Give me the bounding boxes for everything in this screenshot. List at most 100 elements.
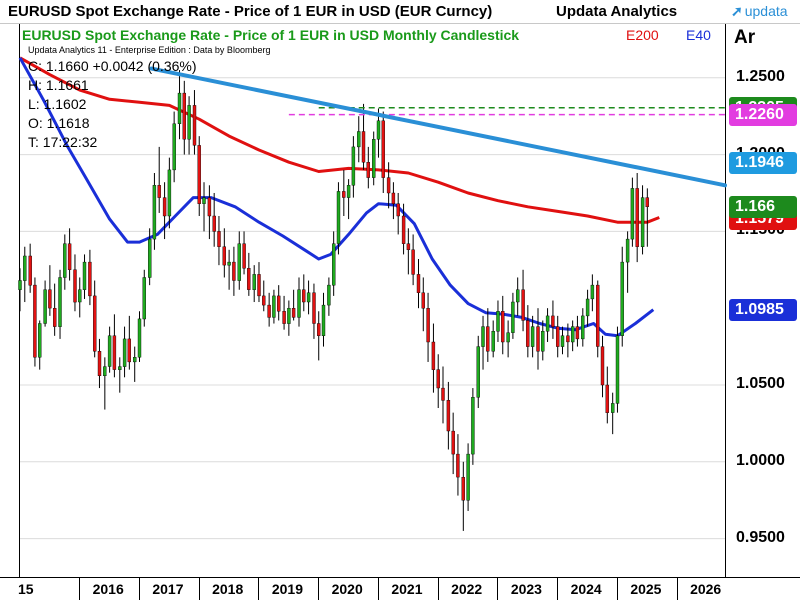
candle-body-90 xyxy=(466,453,470,501)
candle-body-109 xyxy=(560,335,565,347)
candle-body-60 xyxy=(317,323,321,337)
candle-body-102 xyxy=(526,320,530,347)
candle-body-79 xyxy=(411,249,415,275)
resistance-trendline xyxy=(149,66,727,188)
logo-text: updata xyxy=(744,3,788,19)
candle-body-70 xyxy=(366,161,370,178)
candle-body-66 xyxy=(346,185,351,198)
candle-body-13 xyxy=(82,261,87,290)
candle-body-112 xyxy=(575,326,580,340)
x-tick-label-10: 2025 xyxy=(630,581,662,597)
candle-body-7 xyxy=(53,308,57,327)
candle-body-73 xyxy=(381,120,385,178)
candle-body-84 xyxy=(436,369,440,389)
x-tick-separator-1 xyxy=(138,578,140,600)
x-tick-label-0: 15 xyxy=(18,581,34,597)
candle-body-98 xyxy=(506,332,510,343)
price-tag-1: 1.1946 xyxy=(729,151,797,174)
x-tick-separator-5 xyxy=(377,578,379,600)
candle-body-26 xyxy=(147,238,152,278)
x-tick-label-1: 2016 xyxy=(92,581,124,597)
e40-line xyxy=(18,57,655,338)
candle-body-77 xyxy=(401,215,406,244)
window-title: EURUSD Spot Exchange Rate - Price of 1 E… xyxy=(8,3,493,20)
candle-body-24 xyxy=(137,318,142,358)
candle-body-27 xyxy=(152,185,157,240)
candle-body-99 xyxy=(511,301,515,333)
candle-body-39 xyxy=(212,215,216,232)
candle-body-88 xyxy=(456,453,460,478)
candle-body-122 xyxy=(625,238,630,263)
candle-body-12 xyxy=(78,289,82,303)
candle-body-92 xyxy=(476,346,480,398)
candle-body-55 xyxy=(291,308,296,318)
candle-body-18 xyxy=(107,335,112,367)
legend-e40: E40 xyxy=(686,27,711,43)
x-tick-separator-8 xyxy=(557,578,559,600)
candle-body-50 xyxy=(267,304,271,318)
candle-body-63 xyxy=(332,243,336,286)
candle-body-54 xyxy=(287,308,291,324)
candle-body-119 xyxy=(611,403,615,413)
x-tick-separator-0 xyxy=(79,578,81,600)
x-tick-separator-4 xyxy=(318,578,320,600)
candle-body-113 xyxy=(581,315,585,340)
candle-body-17 xyxy=(103,366,107,377)
candle-body-59 xyxy=(312,292,316,324)
candle-body-61 xyxy=(321,304,326,337)
candle-body-103 xyxy=(530,326,535,347)
y-tick-label-3: 1.0500 xyxy=(736,374,785,392)
candle-body-38 xyxy=(207,197,212,217)
candle-body-40 xyxy=(217,231,221,247)
candle-body-33 xyxy=(182,92,187,140)
candle-body-106 xyxy=(545,315,550,332)
y-tick-label-5: 0.9500 xyxy=(736,528,785,546)
candle-body-48 xyxy=(257,274,261,297)
candle-body-115 xyxy=(590,284,595,300)
price-tag-3: 1.0985 xyxy=(729,299,797,322)
x-tick-label-9: 2024 xyxy=(570,581,602,597)
candle-body-37 xyxy=(202,197,206,204)
candle-body-116 xyxy=(596,284,600,347)
y-tick-label-0: 1.2500 xyxy=(736,67,785,85)
candle-body-117 xyxy=(600,346,605,386)
candle-body-44 xyxy=(237,243,242,281)
price-tag-0: 1.2260 xyxy=(729,103,797,126)
candle-body-52 xyxy=(277,295,281,312)
candle-body-5 xyxy=(43,289,47,324)
ohlc-open: O: 1.1618 xyxy=(28,115,90,131)
candle-body-118 xyxy=(605,384,609,413)
candle-body-20 xyxy=(118,366,122,370)
candle-body-80 xyxy=(416,274,421,293)
candle-body-36 xyxy=(197,145,201,204)
candle-body-21 xyxy=(122,338,127,367)
candle-body-95 xyxy=(491,331,495,352)
candle-body-86 xyxy=(446,400,451,432)
candle-body-87 xyxy=(451,430,455,455)
candle-body-43 xyxy=(232,261,236,281)
candle-body-10 xyxy=(67,243,72,270)
x-tick-separator-3 xyxy=(258,578,260,600)
candle-body-51 xyxy=(272,295,276,318)
candle-body-62 xyxy=(327,284,331,306)
candle-body-68 xyxy=(357,131,361,148)
candle-body-100 xyxy=(516,289,520,303)
x-tick-separator-6 xyxy=(437,578,439,600)
candle-body-85 xyxy=(441,387,445,401)
candle-body-123 xyxy=(630,188,635,240)
data-credit: Updata Analytics 11 - Enterprise Edition… xyxy=(28,45,271,55)
candle-body-82 xyxy=(426,308,430,343)
candle-body-83 xyxy=(431,341,436,370)
candle-body-31 xyxy=(172,123,176,171)
candle-body-78 xyxy=(406,243,411,250)
candle-body-97 xyxy=(501,311,505,343)
candle-body-0 xyxy=(18,280,22,290)
candle-body-69 xyxy=(361,131,366,163)
x-tick-label-7: 2022 xyxy=(451,581,483,597)
candle-body-47 xyxy=(252,274,256,290)
candle-body-101 xyxy=(521,289,525,321)
candle-body-105 xyxy=(541,331,545,352)
candle-body-23 xyxy=(132,357,137,363)
candle-body-104 xyxy=(536,326,540,352)
